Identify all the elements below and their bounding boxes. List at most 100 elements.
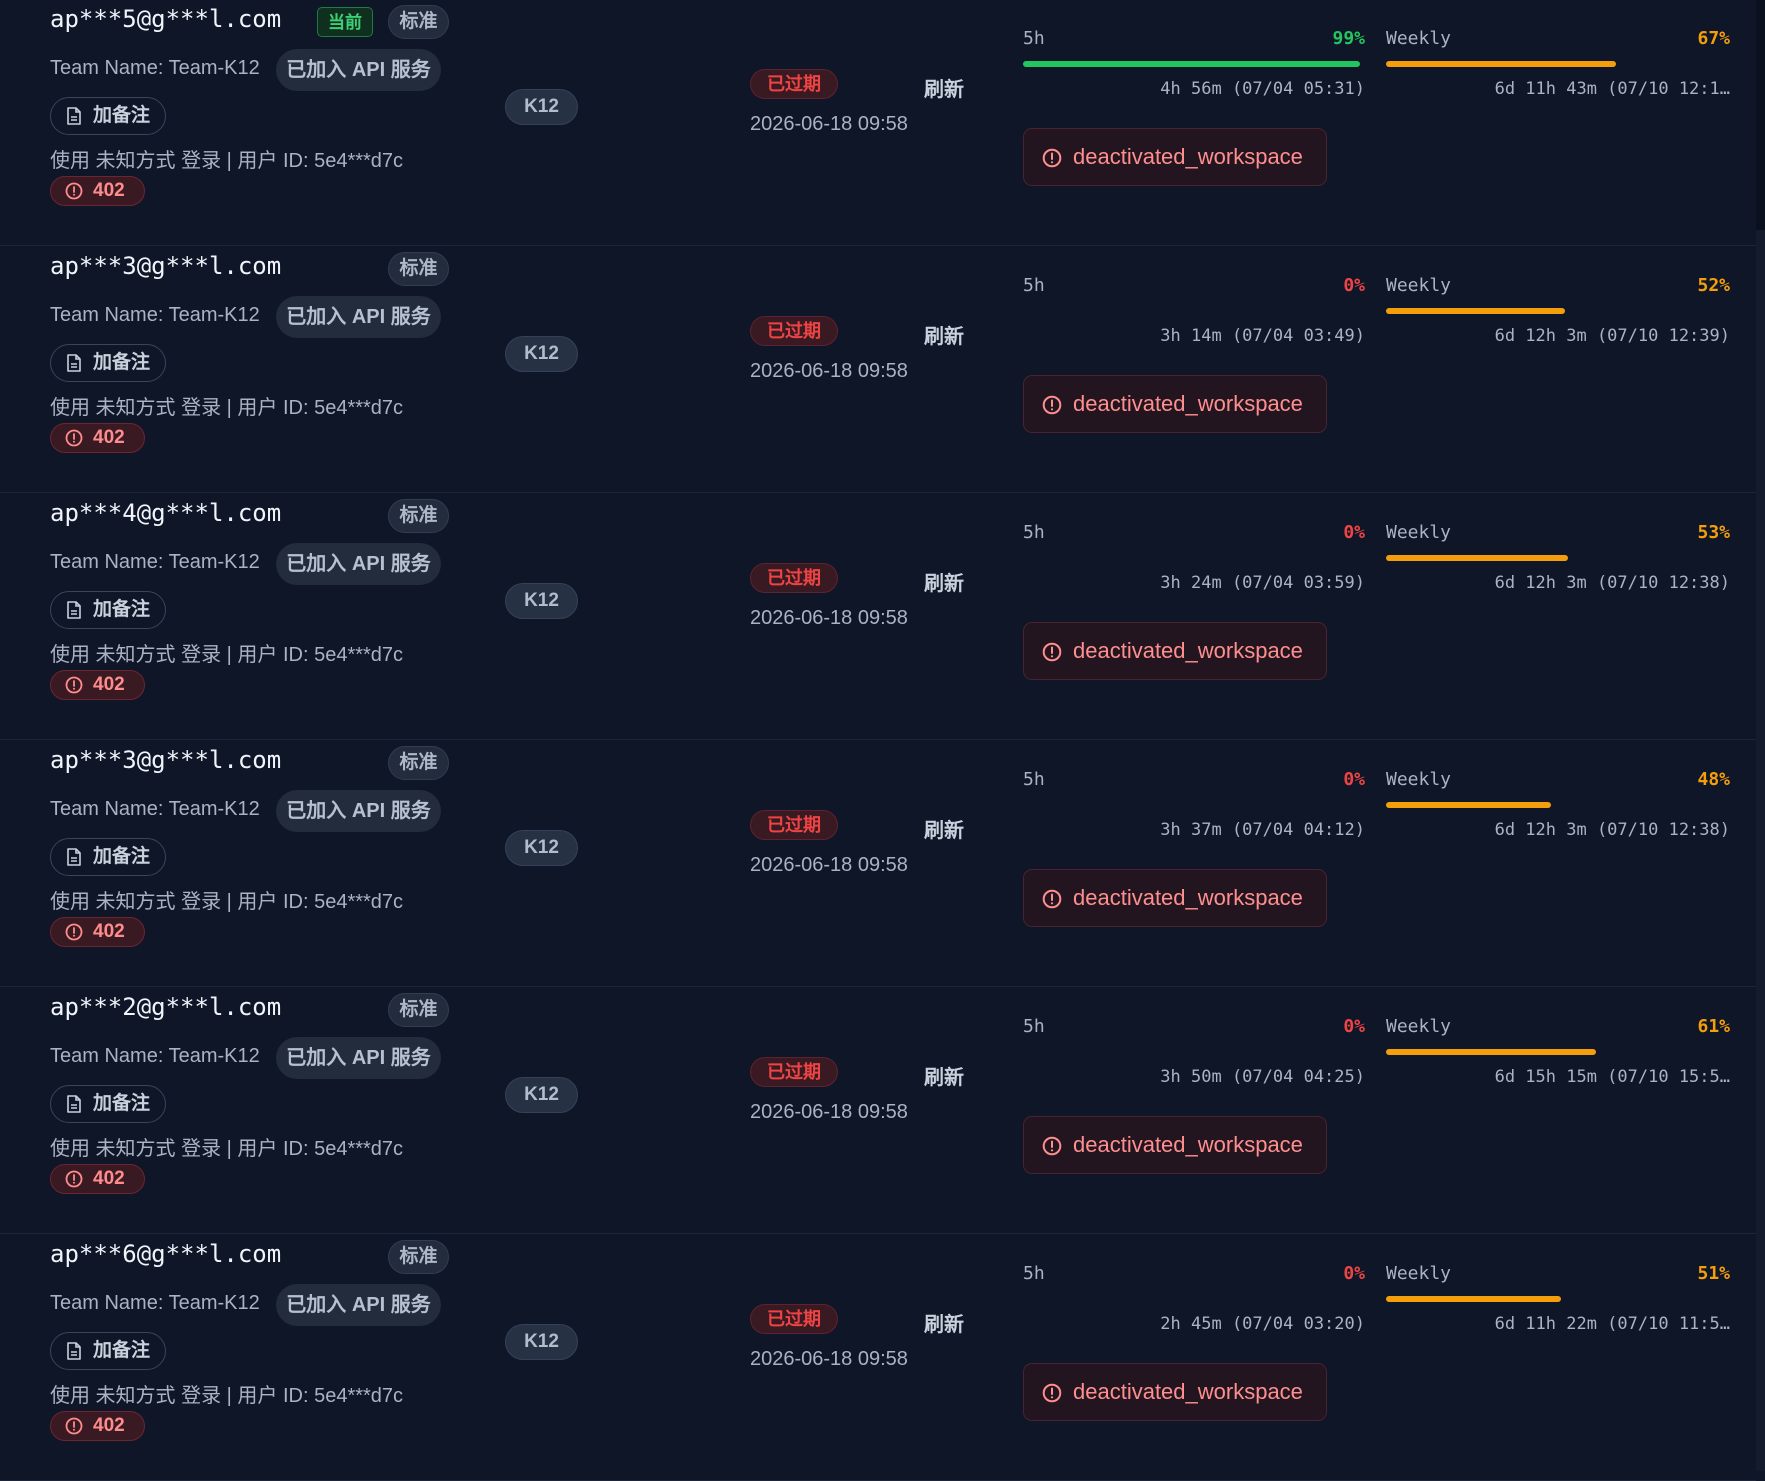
team-name-label: Team Name: bbox=[50, 57, 164, 79]
usage-5h-percent: 0% bbox=[1343, 522, 1365, 543]
usage-weekly-percent: 52% bbox=[1697, 275, 1730, 296]
team-name-value: Team-K12 bbox=[168, 1045, 260, 1067]
error-code-badge: 402 bbox=[50, 670, 145, 700]
usage-weekly-reset: 6d 12h 3m (07/10 12:38) bbox=[1494, 820, 1730, 840]
plan-type-badge: 标准 bbox=[388, 1240, 449, 1274]
document-icon bbox=[67, 601, 81, 619]
add-note-button[interactable]: 加备注 bbox=[50, 344, 166, 382]
usage-5h-reset: 3h 50m (07/04 04:25) bbox=[1160, 1067, 1365, 1087]
error-code: 402 bbox=[93, 1415, 125, 1436]
error-code: 402 bbox=[93, 674, 125, 695]
expire-date: 2026-06-18 09:58 bbox=[750, 113, 908, 135]
team-name: Team Name: Team-K12 bbox=[50, 551, 260, 574]
error-message: deactivated_workspace bbox=[1073, 1132, 1303, 1157]
expired-badge: 已过期 bbox=[750, 810, 838, 840]
expired-badge: 已过期 bbox=[750, 69, 838, 99]
alert-circle-icon bbox=[1042, 148, 1062, 168]
usage-5h-label: 5h bbox=[1023, 522, 1045, 543]
refresh-button[interactable]: 刷新 bbox=[924, 1314, 964, 1336]
account-row: ap***3@g***l.com 标准 Team Name: Team-K12 … bbox=[0, 246, 1756, 493]
add-note-label: 加备注 bbox=[93, 846, 151, 867]
usage-weekly-bar bbox=[1386, 555, 1730, 561]
add-note-button[interactable]: 加备注 bbox=[50, 1085, 166, 1123]
usage-weekly-label: Weekly bbox=[1386, 275, 1452, 296]
usage-weekly-percent: 51% bbox=[1697, 1263, 1730, 1284]
account-email: ap***3@g***l.com bbox=[50, 252, 282, 280]
team-name: Team Name: Team-K12 bbox=[50, 57, 260, 80]
error-message-box: deactivated_workspace bbox=[1023, 1363, 1327, 1421]
usage-weekly-bar bbox=[1386, 1049, 1730, 1055]
expire-date: 2026-06-18 09:58 bbox=[750, 854, 908, 876]
usage-weekly-reset: 6d 12h 3m (07/10 12:38) bbox=[1494, 573, 1730, 593]
team-name-value: Team-K12 bbox=[168, 57, 260, 79]
add-note-button[interactable]: 加备注 bbox=[50, 838, 166, 876]
usage-5h-reset: 3h 14m (07/04 03:49) bbox=[1160, 326, 1365, 346]
error-code-badge: 402 bbox=[50, 917, 145, 947]
usage-5h-percent: 99% bbox=[1332, 28, 1365, 49]
login-info: 使用 未知方式 登录 | 用户 ID: 5e4***d7c bbox=[50, 1138, 404, 1160]
plan-badge: K12 bbox=[505, 336, 578, 372]
scrollbar-track[interactable] bbox=[1756, 0, 1765, 1471]
document-icon bbox=[67, 107, 81, 125]
plan-type-badge: 标准 bbox=[388, 993, 449, 1027]
expire-date: 2026-06-18 09:58 bbox=[750, 1101, 908, 1123]
error-message-box: deactivated_workspace bbox=[1023, 622, 1327, 680]
team-name-label: Team Name: bbox=[50, 1292, 164, 1314]
team-name: Team Name: Team-K12 bbox=[50, 304, 260, 327]
add-note-button[interactable]: 加备注 bbox=[50, 1332, 166, 1370]
team-name: Team Name: Team-K12 bbox=[50, 798, 260, 821]
login-info: 使用 未知方式 登录 | 用户 ID: 5e4***d7c bbox=[50, 891, 404, 913]
usage-weekly-percent: 53% bbox=[1697, 522, 1730, 543]
error-message-box: deactivated_workspace bbox=[1023, 128, 1327, 186]
account-email: ap***2@g***l.com bbox=[50, 993, 282, 1021]
error-message-box: deactivated_workspace bbox=[1023, 869, 1327, 927]
document-icon bbox=[67, 848, 81, 866]
alert-circle-icon bbox=[1042, 1136, 1062, 1156]
expire-date: 2026-06-18 09:58 bbox=[750, 360, 908, 382]
scrollbar-thumb[interactable] bbox=[1756, 230, 1765, 1471]
add-note-button[interactable]: 加备注 bbox=[50, 97, 166, 135]
refresh-button[interactable]: 刷新 bbox=[924, 573, 964, 595]
login-info: 使用 未知方式 登录 | 用户 ID: 5e4***d7c bbox=[50, 150, 404, 172]
error-message: deactivated_workspace bbox=[1073, 391, 1303, 416]
error-code-badge: 402 bbox=[50, 1411, 145, 1441]
usage-weekly-reset: 6d 11h 22m (07/10 11:5… bbox=[1494, 1314, 1730, 1334]
add-note-label: 加备注 bbox=[93, 105, 151, 126]
usage-5h-label: 5h bbox=[1023, 1016, 1045, 1037]
api-joined-badge: 已加入 API 服务 bbox=[276, 1037, 441, 1079]
expired-badge: 已过期 bbox=[750, 1057, 838, 1087]
usage-5h-bar bbox=[1023, 1049, 1363, 1055]
error-code: 402 bbox=[93, 427, 125, 448]
usage-weekly-percent: 61% bbox=[1697, 1016, 1730, 1037]
refresh-button[interactable]: 刷新 bbox=[924, 820, 964, 842]
plan-badge: K12 bbox=[505, 830, 578, 866]
alert-circle-icon bbox=[1042, 395, 1062, 415]
refresh-button[interactable]: 刷新 bbox=[924, 1067, 964, 1089]
account-row: ap***2@g***l.com 标准 Team Name: Team-K12 … bbox=[0, 987, 1756, 1234]
expire-date: 2026-06-18 09:58 bbox=[750, 607, 908, 629]
usage-weekly-label: Weekly bbox=[1386, 769, 1452, 790]
error-code-badge: 402 bbox=[50, 176, 145, 206]
plan-badge: K12 bbox=[505, 1077, 578, 1113]
usage-weekly-bar-fill bbox=[1386, 1049, 1596, 1055]
usage-weekly-percent: 67% bbox=[1697, 28, 1730, 49]
alert-circle-icon bbox=[65, 182, 83, 200]
refresh-button[interactable]: 刷新 bbox=[924, 79, 964, 101]
document-icon bbox=[67, 1342, 81, 1360]
usage-5h-bar bbox=[1023, 61, 1363, 67]
refresh-button[interactable]: 刷新 bbox=[924, 326, 964, 348]
usage-5h-percent: 0% bbox=[1343, 1016, 1365, 1037]
plan-badge: K12 bbox=[505, 583, 578, 619]
usage-5h-label: 5h bbox=[1023, 275, 1045, 296]
add-note-button[interactable]: 加备注 bbox=[50, 591, 166, 629]
error-code-badge: 402 bbox=[50, 423, 145, 453]
team-name: Team Name: Team-K12 bbox=[50, 1292, 260, 1315]
account-email: ap***5@g***l.com bbox=[50, 5, 282, 33]
usage-5h-reset: 3h 37m (07/04 04:12) bbox=[1160, 820, 1365, 840]
team-name-label: Team Name: bbox=[50, 551, 164, 573]
error-message: deactivated_workspace bbox=[1073, 144, 1303, 169]
account-email: ap***4@g***l.com bbox=[50, 499, 282, 527]
account-email: ap***3@g***l.com bbox=[50, 746, 282, 774]
error-message-box: deactivated_workspace bbox=[1023, 375, 1327, 433]
usage-5h-bar bbox=[1023, 555, 1363, 561]
